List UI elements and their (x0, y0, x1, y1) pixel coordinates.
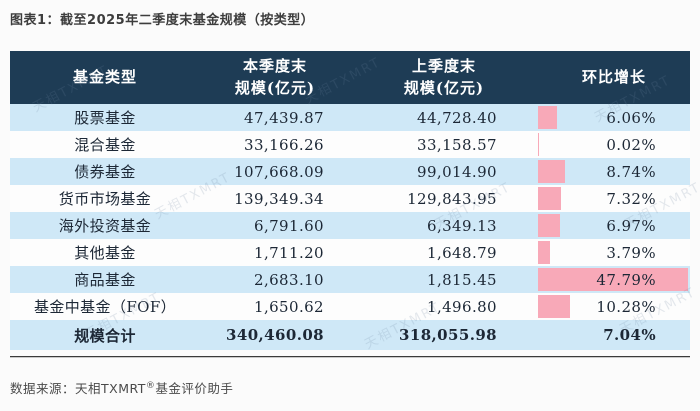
growth-percent-label: 47.79% (596, 270, 656, 289)
growth-percent-label: 6.97% (606, 216, 656, 235)
current-quarter-value-cell: 47,439.87 (200, 104, 350, 131)
header-row: 基金类型 本季度末 规模(亿元) 上季度末 规模(亿元) 环比增长 (10, 51, 690, 104)
growth-percent-label: 8.74% (606, 162, 656, 181)
header-qoq-growth-label: 环比增长 (581, 67, 646, 86)
growth-cell: 7.32% (538, 185, 690, 212)
table-row: 混合基金 33,166.26 33,158.57 0.02% (10, 131, 690, 158)
growth-data-bar (538, 160, 566, 183)
fund-type-cell: 货币市场基金 (10, 185, 200, 212)
table-row: 海外投资基金 6,791.60 6,349.13 6.97% (10, 212, 690, 239)
source-prefix: 数据来源：天相TXMRT (10, 381, 146, 396)
growth-data-bar (538, 214, 560, 237)
previous-quarter-value-cell: 1,648.79 (350, 239, 538, 266)
previous-quarter-value-cell: 318,055.98 (350, 320, 538, 350)
header-previous-quarter: 上季度末 规模(亿元) (350, 51, 538, 104)
current-quarter-value-cell: 33,166.26 (200, 131, 350, 158)
growth-data-bar (538, 241, 550, 264)
fund-type-cell: 混合基金 (10, 131, 200, 158)
table-row: 货币市场基金 139,349.34 129,843.95 7.32% (10, 185, 690, 212)
table-total-row: 规模合计 340,460.08 318,055.98 7.04% (10, 320, 690, 350)
fund-type-cell: 债券基金 (10, 158, 200, 185)
current-quarter-value-cell: 2,683.10 (200, 266, 350, 293)
growth-cell: 8.74% (538, 158, 690, 185)
page-title: 图表1：截至2025年二季度末基金规模（按类型） (10, 13, 315, 28)
growth-percent-label: 7.04% (603, 326, 656, 344)
previous-quarter-value-cell: 1,496.80 (350, 293, 538, 320)
table-row: 商品基金 2,683.10 1,815.45 47.79% (10, 266, 690, 293)
table-row: 债券基金 107,668.09 99,014.90 8.74% (10, 158, 690, 185)
table-row: 其他基金 1,711.20 1,648.79 3.79% (10, 239, 690, 266)
header-current-quarter: 本季度末 规模(亿元) (200, 51, 350, 104)
registered-trademark-symbol: ® (145, 380, 156, 391)
growth-cell: 6.06% (538, 104, 690, 131)
growth-cell: 47.79% (538, 266, 690, 293)
growth-percent-label: 10.28% (596, 297, 656, 316)
fund-type-cell: 规模合计 (10, 320, 200, 350)
fund-size-table: 基金类型 本季度末 规模(亿元) 上季度末 规模(亿元) 环比增长 股票基金 4… (10, 51, 690, 350)
growth-data-bar (538, 187, 561, 210)
fund-type-cell: 其他基金 (10, 239, 200, 266)
table-row: 股票基金 47,439.87 44,728.40 6.06% (10, 104, 690, 131)
growth-data-bar (538, 295, 571, 318)
previous-quarter-value-cell: 6,349.13 (350, 212, 538, 239)
previous-quarter-value-cell: 33,158.57 (350, 131, 538, 158)
previous-quarter-value-cell: 44,728.40 (350, 104, 538, 131)
header-current-line1: 本季度末 (242, 56, 307, 75)
fund-type-cell: 股票基金 (10, 104, 200, 131)
header-previous-line1: 上季度末 (411, 56, 476, 75)
growth-cell: 0.02% (538, 131, 690, 158)
fund-type-cell: 基金中基金（FOF） (10, 293, 200, 320)
current-quarter-value-cell: 1,650.62 (200, 293, 350, 320)
growth-cell: 6.97% (538, 212, 690, 239)
current-quarter-value-cell: 139,349.34 (200, 185, 350, 212)
growth-percent-label: 7.32% (606, 189, 656, 208)
growth-cell: 10.28% (538, 293, 690, 320)
growth-percent-label: 6.06% (606, 108, 656, 127)
current-quarter-value-cell: 107,668.09 (200, 158, 350, 185)
growth-cell: 7.04% (538, 320, 690, 350)
growth-cell: 3.79% (538, 239, 690, 266)
table-bottom-rule (10, 356, 690, 358)
table-row: 基金中基金（FOF） 1,650.62 1,496.80 10.28% (10, 293, 690, 320)
current-quarter-value-cell: 6,791.60 (200, 212, 350, 239)
previous-quarter-value-cell: 129,843.95 (350, 185, 538, 212)
growth-percent-label: 3.79% (606, 243, 656, 262)
current-quarter-value-cell: 340,460.08 (200, 320, 350, 350)
header-qoq-growth: 环比增长 (538, 51, 690, 104)
previous-quarter-value-cell: 1,815.45 (350, 266, 538, 293)
growth-data-bar (538, 268, 688, 291)
header-current-line2: 规模(亿元) (234, 78, 316, 97)
fund-type-cell: 海外投资基金 (10, 212, 200, 239)
header-fund-type: 基金类型 (10, 51, 200, 104)
header-previous-line2: 规模(亿元) (403, 78, 485, 97)
fund-size-table-container: 基金类型 本季度末 规模(亿元) 上季度末 规模(亿元) 环比增长 股票基金 4… (10, 51, 690, 358)
source-suffix: 基金评价助手 (155, 381, 234, 396)
fund-type-cell: 商品基金 (10, 266, 200, 293)
growth-data-bar (538, 106, 557, 129)
current-quarter-value-cell: 1,711.20 (200, 239, 350, 266)
growth-percent-label: 0.02% (606, 135, 656, 154)
previous-quarter-value-cell: 99,014.90 (350, 158, 538, 185)
data-source-note: 数据来源：天相TXMRT®基金评价助手 (10, 378, 233, 397)
header-fund-type-label: 基金类型 (72, 67, 137, 86)
